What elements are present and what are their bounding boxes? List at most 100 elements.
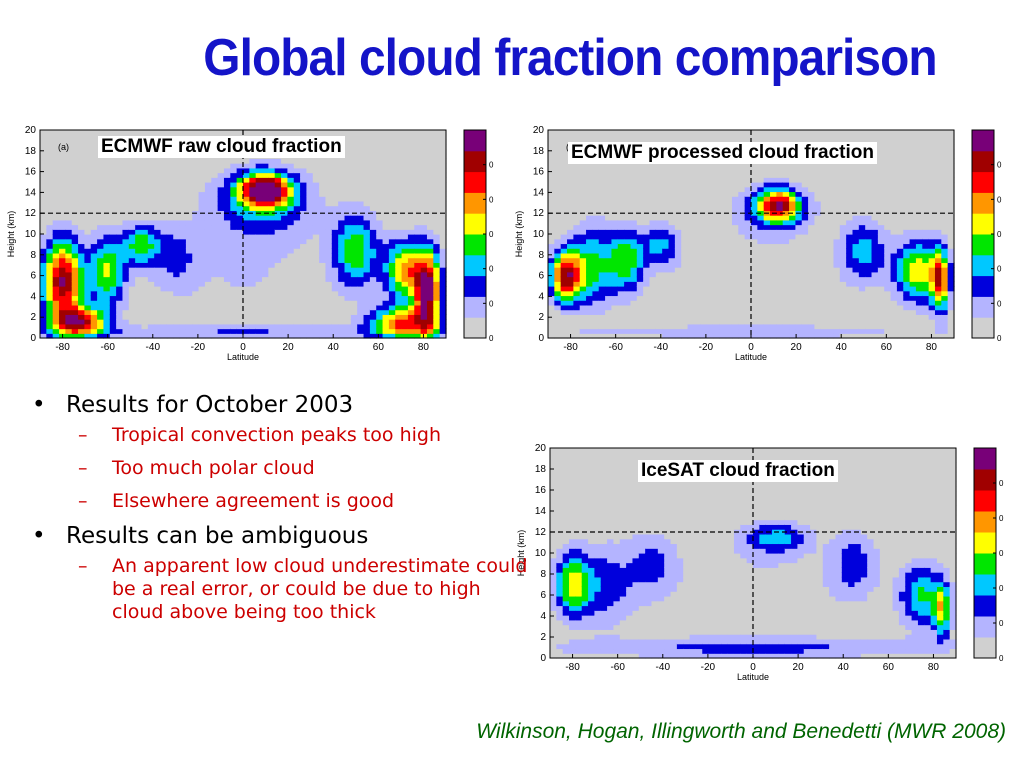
heatmap-cell bbox=[268, 219, 276, 226]
heatmap-cell bbox=[103, 281, 111, 287]
heatmap-cell bbox=[65, 276, 73, 282]
colorbar-segment bbox=[464, 227, 486, 232]
heatmap-cell bbox=[179, 248, 187, 254]
heatmap-cell bbox=[636, 314, 644, 320]
heatmap-cell bbox=[731, 186, 739, 193]
heatmap-cell bbox=[154, 271, 162, 278]
heatmap-cell bbox=[122, 304, 130, 311]
heatmap-cell bbox=[306, 219, 314, 226]
heatmap-cell bbox=[839, 271, 847, 278]
heatmap-cell bbox=[135, 300, 143, 306]
heatmap-cell bbox=[662, 167, 670, 174]
heatmap-cell bbox=[160, 177, 168, 183]
heatmap-cell bbox=[211, 215, 219, 221]
heatmap-cell bbox=[97, 172, 105, 178]
heatmap-cell bbox=[649, 309, 657, 315]
heatmap-cell bbox=[90, 304, 98, 311]
heatmap-cell bbox=[344, 257, 352, 263]
heatmap-cell bbox=[103, 262, 111, 268]
heatmap-cell bbox=[605, 281, 613, 287]
heatmap-cell bbox=[548, 238, 555, 245]
heatmap-cell bbox=[725, 210, 733, 216]
heatmap-cell bbox=[681, 319, 689, 325]
heatmap-cell bbox=[128, 323, 136, 330]
heatmap-cell bbox=[319, 191, 327, 197]
heatmap-cell bbox=[376, 238, 384, 245]
heatmap-cell bbox=[719, 200, 727, 207]
heatmap-cell bbox=[782, 229, 790, 235]
heatmap-cell bbox=[611, 271, 619, 278]
heatmap-cell bbox=[350, 200, 358, 207]
heatmap-cell bbox=[738, 304, 746, 311]
heatmap-cell bbox=[141, 219, 149, 226]
heatmap-cell bbox=[217, 328, 225, 334]
heatmap-cell bbox=[40, 309, 47, 315]
heatmap-cell bbox=[420, 304, 428, 311]
heatmap-cell bbox=[274, 271, 282, 278]
heatmap-cell bbox=[255, 262, 263, 268]
heatmap-cell bbox=[147, 328, 155, 334]
heatmap-cell bbox=[369, 290, 377, 297]
heatmap-cell bbox=[369, 262, 377, 268]
heatmap-cell bbox=[243, 234, 250, 240]
heatmap-cell bbox=[426, 304, 434, 311]
heatmap-cell bbox=[674, 271, 682, 278]
heatmap-cell bbox=[395, 200, 403, 207]
heatmap-cell bbox=[122, 252, 130, 259]
heatmap-cell bbox=[725, 276, 733, 282]
heatmap-cell bbox=[179, 276, 187, 282]
heatmap-cell bbox=[90, 238, 98, 245]
heatmap-cell bbox=[789, 215, 796, 221]
heatmap-cell bbox=[363, 205, 371, 211]
heatmap-cell bbox=[287, 286, 295, 292]
heatmap-cell bbox=[223, 286, 231, 292]
heatmap-cell bbox=[789, 314, 796, 320]
heatmap-cell bbox=[744, 229, 752, 235]
heatmap-cell bbox=[103, 257, 111, 263]
heatmap-cell bbox=[611, 215, 619, 221]
heatmap-cell bbox=[382, 243, 390, 249]
heatmap-cell bbox=[71, 328, 79, 334]
heatmap-cell bbox=[439, 304, 447, 311]
heatmap-cell bbox=[433, 314, 441, 320]
heatmap-cell bbox=[243, 215, 250, 221]
heatmap-cell bbox=[160, 224, 168, 230]
heatmap-cell bbox=[306, 314, 314, 320]
heatmap-cell bbox=[338, 319, 346, 325]
heatmap-cell bbox=[230, 243, 238, 249]
heatmap-cell bbox=[135, 314, 143, 320]
colorbar-segment bbox=[464, 320, 486, 325]
heatmap-cell bbox=[262, 257, 269, 263]
heatmap-cell bbox=[414, 309, 422, 315]
heatmap-cell bbox=[426, 243, 434, 249]
heatmap-cell bbox=[192, 262, 200, 268]
heatmap-cell bbox=[795, 167, 803, 174]
heatmap-cell bbox=[624, 276, 632, 282]
heatmap-cell bbox=[560, 191, 568, 197]
heatmap-cell bbox=[319, 186, 327, 193]
heatmap-cell bbox=[338, 304, 346, 311]
heatmap-cell bbox=[725, 248, 733, 254]
heatmap-cell bbox=[617, 257, 625, 263]
heatmap-cell bbox=[166, 158, 174, 164]
heatmap-cell bbox=[624, 163, 632, 169]
heatmap-cell bbox=[154, 295, 162, 301]
heatmap-cell bbox=[166, 300, 174, 306]
heatmap-cell bbox=[744, 304, 752, 311]
heatmap-cell bbox=[97, 205, 105, 211]
heatmap-cell bbox=[166, 314, 174, 320]
heatmap-cell bbox=[567, 309, 574, 315]
heatmap-cell bbox=[706, 229, 714, 235]
heatmap-cell bbox=[287, 271, 295, 278]
heatmap-cell bbox=[236, 314, 244, 320]
heatmap-cell bbox=[833, 229, 841, 235]
heatmap-cell bbox=[223, 319, 231, 325]
heatmap-cell bbox=[97, 262, 105, 268]
heatmap-cell bbox=[643, 243, 651, 249]
heatmap-cell bbox=[179, 252, 187, 259]
heatmap-cell bbox=[135, 248, 143, 254]
heatmap-cell bbox=[833, 252, 841, 259]
heatmap-cell bbox=[592, 290, 600, 297]
heatmap-cell bbox=[548, 163, 555, 169]
heatmap-cell bbox=[192, 243, 200, 249]
